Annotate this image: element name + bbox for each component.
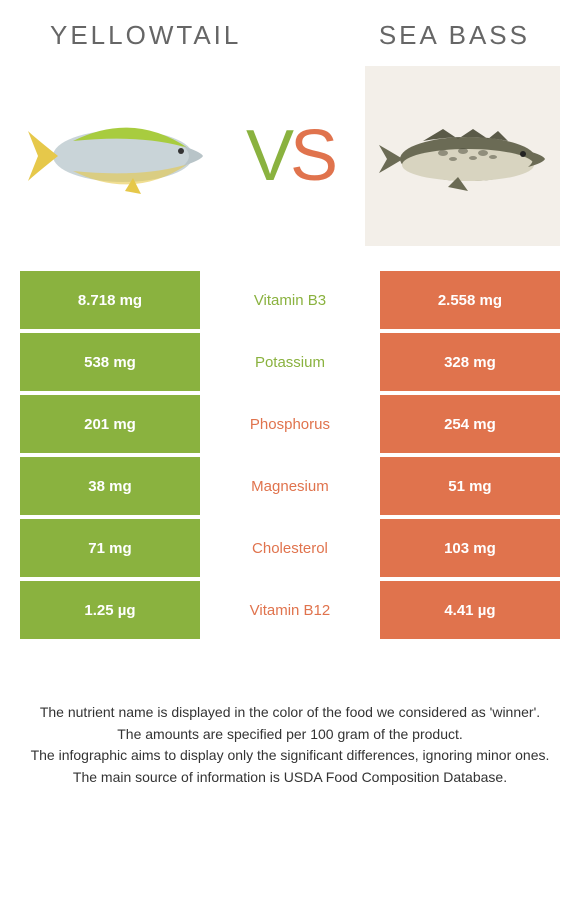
footnotes: The nutrient name is displayed in the co… xyxy=(10,643,570,787)
left-value: 1.25 µg xyxy=(20,581,200,639)
vs-v: V xyxy=(246,116,290,196)
nutrient-table: 8.718 mgVitamin B32.558 mg538 mgPotassiu… xyxy=(10,271,570,639)
right-value: 2.558 mg xyxy=(380,271,560,329)
left-value: 538 mg xyxy=(20,333,200,391)
nutrient-name: Magnesium xyxy=(200,457,380,515)
right-value: 328 mg xyxy=(380,333,560,391)
yellowtail-image xyxy=(20,66,215,246)
right-value: 254 mg xyxy=(380,395,560,453)
left-value: 71 mg xyxy=(20,519,200,577)
footnote-line: The main source of information is USDA F… xyxy=(25,768,555,788)
right-value: 4.41 µg xyxy=(380,581,560,639)
table-row: 538 mgPotassium328 mg xyxy=(20,333,560,391)
vs-s: S xyxy=(290,116,334,196)
footnote-line: The nutrient name is displayed in the co… xyxy=(25,703,555,723)
nutrient-name: Potassium xyxy=(200,333,380,391)
left-value: 8.718 mg xyxy=(20,271,200,329)
header: Yellowtail Sea bass xyxy=(10,20,570,61)
nutrient-name: Phosphorus xyxy=(200,395,380,453)
table-row: 1.25 µgVitamin B124.41 µg xyxy=(20,581,560,639)
right-food-title: Sea bass xyxy=(379,20,530,51)
table-row: 201 mgPhosphorus254 mg xyxy=(20,395,560,453)
footnote-line: The amounts are specified per 100 gram o… xyxy=(25,725,555,745)
seabass-fish-icon xyxy=(373,111,553,201)
left-food-title: Yellowtail xyxy=(50,20,241,51)
footnote-line: The infographic aims to display only the… xyxy=(25,746,555,766)
nutrient-name: Vitamin B3 xyxy=(200,271,380,329)
left-value: 201 mg xyxy=(20,395,200,453)
right-value: 51 mg xyxy=(380,457,560,515)
left-value: 38 mg xyxy=(20,457,200,515)
right-value: 103 mg xyxy=(380,519,560,577)
seabass-image xyxy=(365,66,560,246)
nutrient-name: Cholesterol xyxy=(200,519,380,577)
vs-label: VS xyxy=(246,115,334,197)
images-row: VS xyxy=(10,61,570,271)
table-row: 38 mgMagnesium51 mg xyxy=(20,457,560,515)
table-row: 8.718 mgVitamin B32.558 mg xyxy=(20,271,560,329)
yellowtail-fish-icon xyxy=(23,106,213,206)
table-row: 71 mgCholesterol103 mg xyxy=(20,519,560,577)
nutrient-name: Vitamin B12 xyxy=(200,581,380,639)
